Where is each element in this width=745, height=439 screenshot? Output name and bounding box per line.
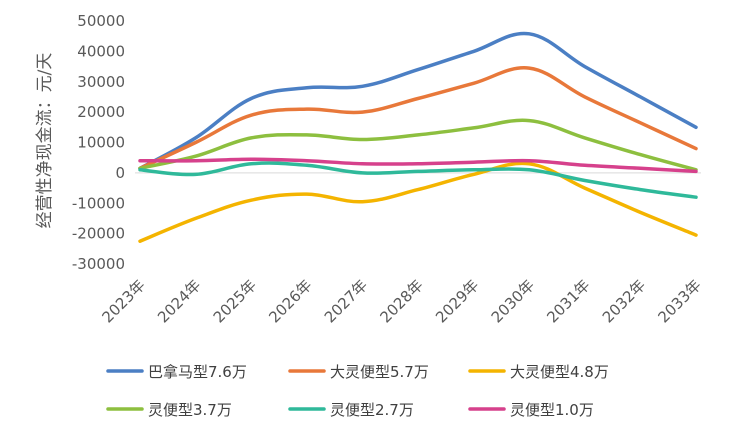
x-tick-label: 2029年 bbox=[432, 276, 482, 326]
y-tick-label: 0 bbox=[115, 164, 125, 182]
y-tick-label: -20000 bbox=[72, 225, 125, 243]
y-tick-label: -30000 bbox=[72, 255, 125, 273]
y-axis-ticks: 50000 40000 30000 20000 10000 0 -10000 -20000 -3… bbox=[72, 12, 125, 273]
series-line-4 bbox=[138, 118, 698, 172]
x-tick-label: 2031年 bbox=[543, 276, 593, 326]
x-axis-ticks: 2023年 2024年 2025年 2026年 2027年 2028年 2029年 2030年… bbox=[98, 276, 704, 326]
x-tick-label: 2026年 bbox=[265, 276, 315, 326]
y-axis-title: 经营性净现金流：元/天 bbox=[35, 53, 55, 229]
x-tick-label: 2027年 bbox=[321, 276, 371, 326]
x-tick-label: 2024年 bbox=[154, 276, 204, 326]
legend-label: 灵便型3.7万 bbox=[148, 401, 232, 419]
legend-label: 灵便型2.7万 bbox=[330, 401, 414, 419]
y-tick-label: -10000 bbox=[72, 194, 125, 212]
series-line-3 bbox=[138, 161, 698, 243]
y-tick-label: 20000 bbox=[77, 103, 125, 121]
legend-item: 灵便型2.7万 bbox=[288, 401, 414, 419]
y-tick-label: 40000 bbox=[77, 42, 125, 60]
x-tick-label: 2030年 bbox=[488, 276, 538, 326]
series-line-6 bbox=[138, 157, 698, 174]
legend-item: 大灵便型4.8万 bbox=[468, 363, 609, 381]
y-tick-label: 10000 bbox=[77, 134, 125, 152]
legend-item: 大灵便型5.7万 bbox=[288, 363, 429, 381]
x-tick-label: 2032年 bbox=[599, 276, 649, 326]
x-tick-label: 2025年 bbox=[210, 276, 260, 326]
legend-label: 大灵便型4.8万 bbox=[510, 363, 609, 381]
series-line-2 bbox=[138, 66, 698, 171]
x-tick-label: 2023年 bbox=[98, 276, 148, 326]
x-tick-label: 2033年 bbox=[654, 276, 704, 326]
series-line-1 bbox=[138, 31, 698, 171]
x-tick-label: 2028年 bbox=[376, 276, 426, 326]
legend-item: 巴拿马型7.6万 bbox=[106, 363, 247, 381]
legend-label: 大灵便型5.7万 bbox=[330, 363, 429, 381]
y-tick-label: 50000 bbox=[77, 12, 125, 30]
series-lines bbox=[138, 31, 698, 243]
y-tick-label: 30000 bbox=[77, 73, 125, 91]
legend-label: 巴拿马型7.6万 bbox=[148, 363, 247, 381]
legend-item: 灵便型3.7万 bbox=[106, 401, 232, 419]
legend-label: 灵便型1.0万 bbox=[510, 401, 594, 419]
legend-item: 灵便型1.0万 bbox=[468, 401, 594, 419]
series-line-5 bbox=[138, 161, 698, 199]
